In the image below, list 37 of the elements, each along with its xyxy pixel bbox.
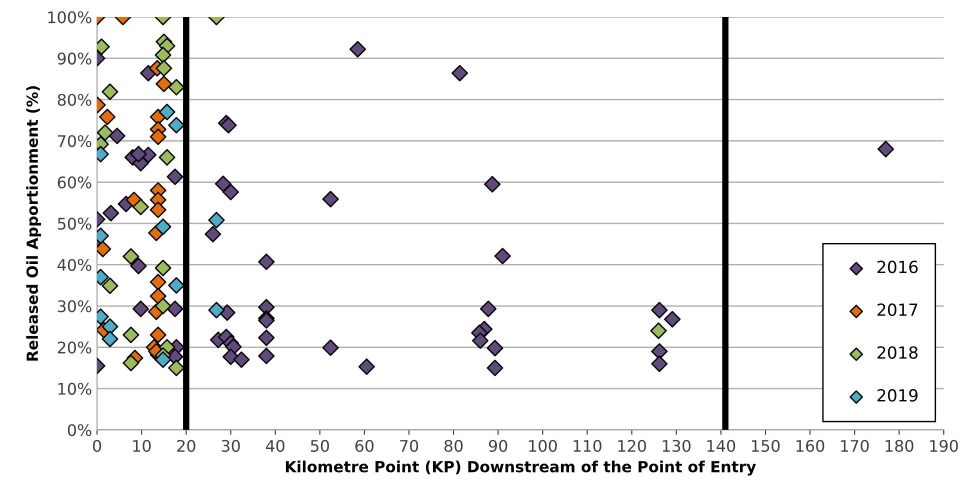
x-tick-label: 130: [662, 440, 691, 452]
x-tick-label: 70: [400, 440, 418, 452]
y-tick-label: 10%: [58, 382, 92, 395]
y-tick-label: 100%: [48, 11, 92, 24]
x-tick-label: 100: [529, 440, 557, 452]
x-tick-label: 140: [707, 440, 736, 452]
x-tick-label: 120: [618, 440, 646, 452]
y-tick-label: 0%: [68, 424, 92, 436]
x-tick-label: 190: [930, 440, 958, 452]
x-tick-label: 80: [444, 440, 463, 452]
legend-label: 2017: [878, 303, 918, 316]
y-tick-label: 70%: [58, 135, 92, 148]
y-axis-title: Released Oil Apportionment (%): [26, 86, 41, 361]
y-tick-label: 20%: [58, 342, 92, 354]
x-tick-label: 110: [574, 440, 602, 452]
y-tick-label: 90%: [58, 52, 92, 65]
x-tick-label: 20: [177, 440, 196, 452]
x-tick-label: 10: [133, 440, 151, 452]
y-tick-label: 80%: [58, 94, 92, 106]
x-tick-label: 50: [310, 440, 329, 452]
legend-label: 2016: [878, 260, 918, 274]
y-tick-label: 60%: [58, 176, 92, 188]
x-tick-label: 150: [752, 440, 780, 452]
x-tick-label: 40: [266, 440, 284, 452]
legend-label: 2019: [878, 389, 918, 402]
x-tick-label: 30: [222, 440, 240, 452]
x-tick-label: 60: [355, 440, 374, 452]
x-tick-label: 0: [93, 440, 102, 452]
y-tick-label: 40%: [57, 258, 92, 272]
x-tick-label: 170: [841, 440, 869, 452]
x-tick-label: 90: [488, 440, 508, 452]
legend-label: 2018: [878, 346, 918, 359]
x-tick-label: 160: [796, 440, 824, 452]
x-tick-label: 180: [886, 440, 914, 452]
y-tick-label: 30%: [58, 300, 92, 312]
x-axis-title: Kilometre Point (KP) Downstream of the Point of Entry: [286, 460, 756, 476]
y-tick-label: 50%: [58, 218, 92, 230]
